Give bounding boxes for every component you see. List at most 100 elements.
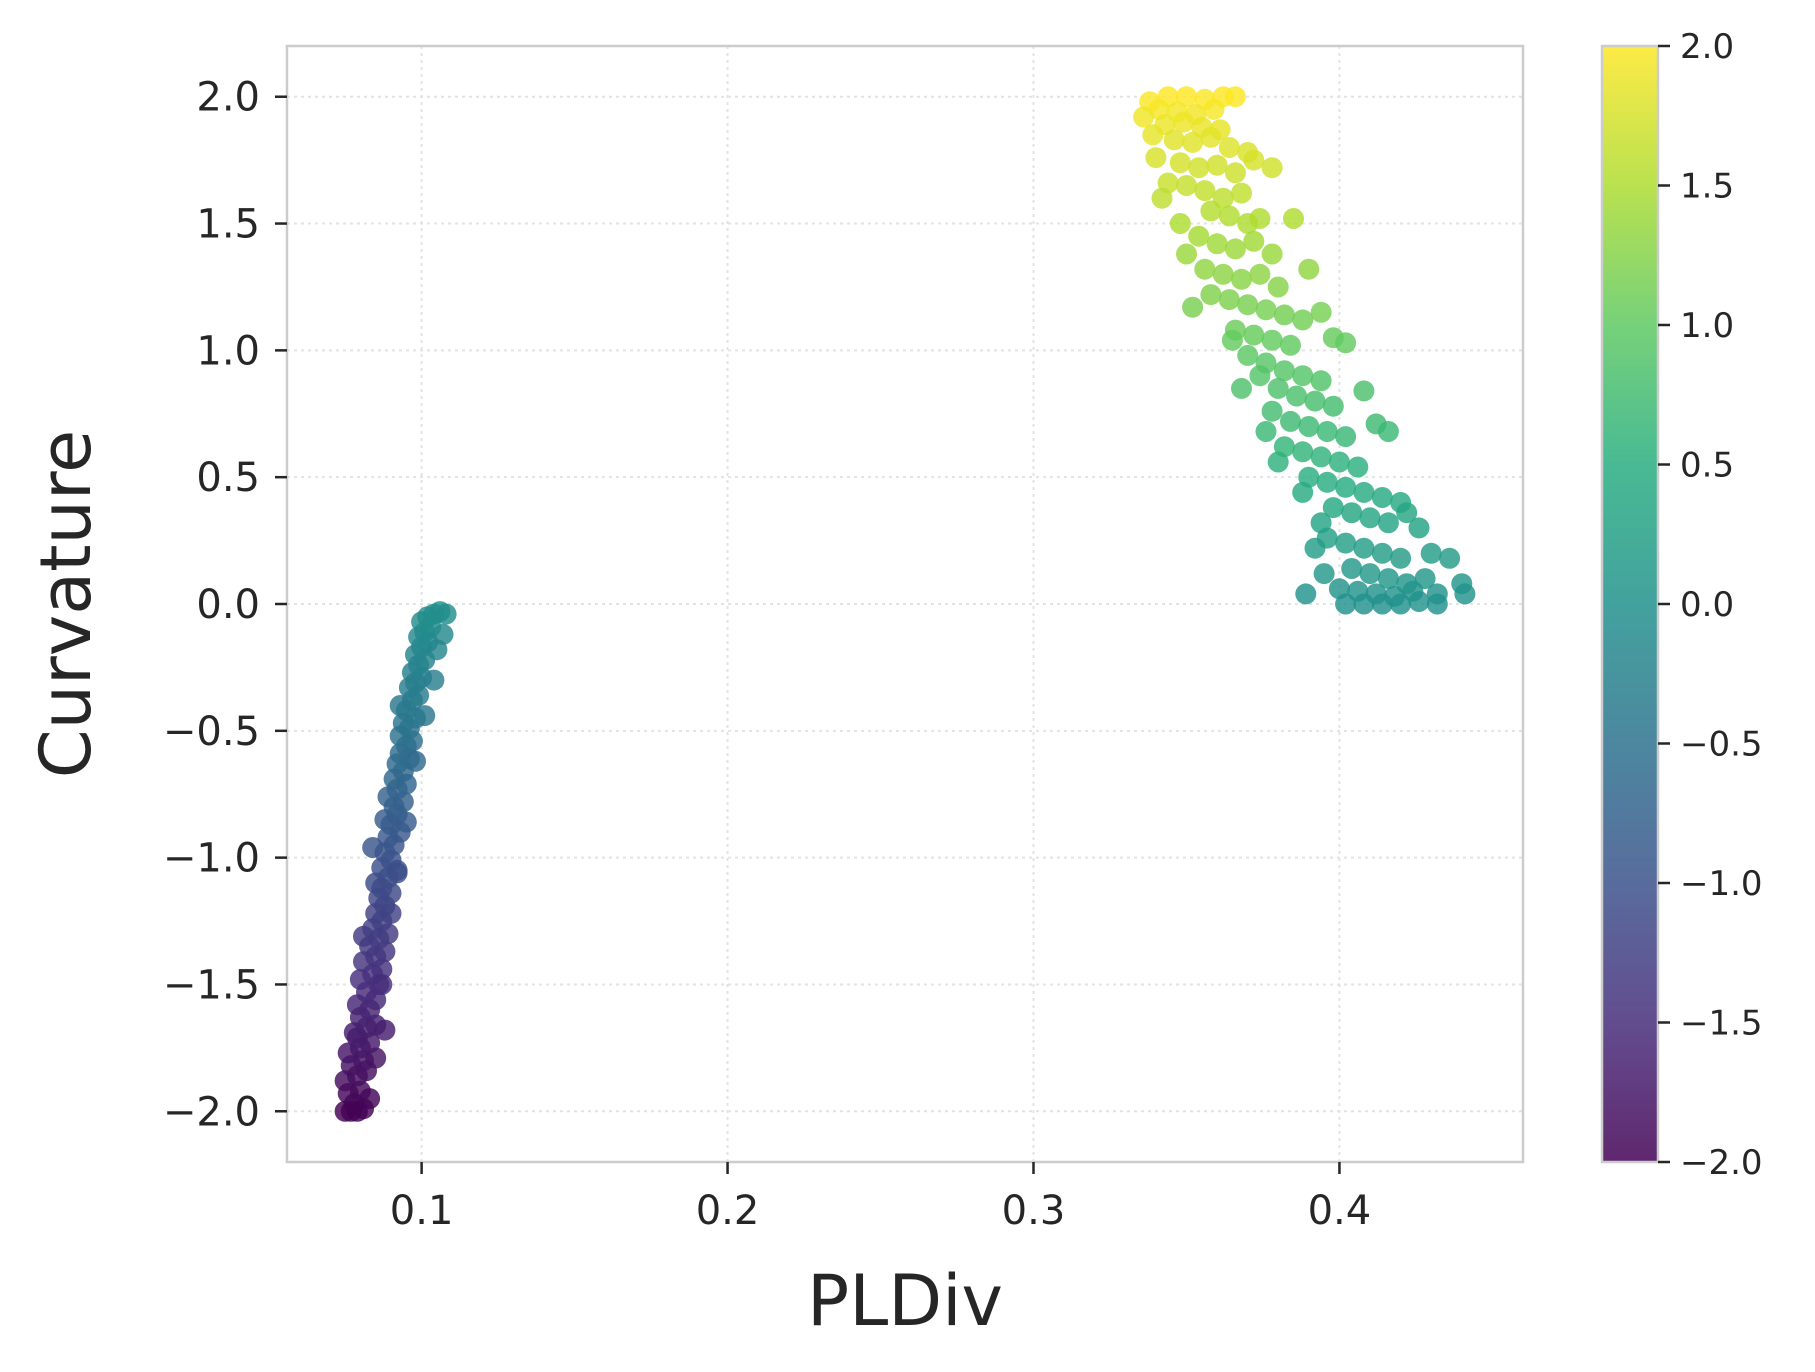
scatter-point <box>1231 268 1252 290</box>
scatter-point <box>1249 263 1271 285</box>
scatter-point <box>1396 502 1418 524</box>
scatter-point <box>1188 225 1210 247</box>
scatter-point <box>1212 263 1234 285</box>
scatter-point <box>1206 154 1228 176</box>
scatter-points <box>334 86 1476 1122</box>
scatter-point <box>1377 512 1399 534</box>
scatter-point <box>1237 294 1259 316</box>
scatter-point <box>1163 129 1185 151</box>
scatter-point <box>1322 497 1344 519</box>
x-axis-ticks: 0.1 0.2 0.3 0.4 <box>390 1162 1371 1234</box>
scatter-point <box>1328 451 1350 473</box>
scatter-point <box>1335 332 1357 354</box>
y-tick-label: 1.5 <box>196 202 260 248</box>
scatter-point <box>1261 157 1283 179</box>
scatter-point <box>1273 304 1295 326</box>
x-tick-label: 0.2 <box>696 1188 760 1234</box>
scatter-point <box>1176 175 1197 196</box>
scatter-point <box>1283 208 1304 229</box>
scatter-point <box>414 705 436 727</box>
y-tick-label: −1.0 <box>163 836 260 882</box>
scatter-point <box>1420 542 1442 564</box>
scatter-point <box>1322 395 1344 417</box>
scatter-point <box>1243 324 1265 346</box>
scatter-point <box>374 1019 396 1041</box>
scatter-point <box>1316 471 1338 493</box>
scatter-point <box>1176 86 1197 108</box>
scatter-point <box>1313 563 1335 585</box>
scatter-point <box>1172 111 1194 133</box>
x-axis-title: PLDiv <box>807 1260 1003 1342</box>
scatter-point <box>1292 441 1314 463</box>
scatter-point <box>1182 131 1204 153</box>
scatter-point <box>1142 124 1164 146</box>
scatter-point <box>1335 532 1357 554</box>
scatter-point <box>1454 583 1476 605</box>
scatter-point <box>1310 370 1332 392</box>
colorbar-tick-label: 2.0 <box>1680 27 1734 67</box>
y-tick-label: 0.0 <box>196 582 260 628</box>
scatter-point <box>435 603 457 625</box>
scatter-point <box>1255 421 1277 442</box>
scatter-point <box>371 974 393 995</box>
scatter-point <box>1408 517 1430 539</box>
scatter-point <box>1224 86 1246 108</box>
scatter-point <box>1371 593 1393 615</box>
scatter-point <box>1341 502 1363 524</box>
y-tick-label: 2.0 <box>196 75 260 121</box>
scatter-point <box>1371 487 1393 508</box>
scatter-point <box>395 811 417 833</box>
colorbar-tick-label: −1.0 <box>1680 864 1763 904</box>
scatter-point <box>1231 377 1252 399</box>
scatter-point <box>1353 537 1375 559</box>
scatter-point <box>1298 258 1320 280</box>
x-tick-label: 0.3 <box>1002 1188 1066 1234</box>
scatter-point <box>1206 233 1228 255</box>
colorbar-tick-label: −0.5 <box>1680 725 1763 765</box>
scatter-point <box>1267 377 1289 399</box>
scatter-point <box>405 750 426 772</box>
scatter-point <box>1261 329 1283 351</box>
y-tick-label: 1.0 <box>196 328 260 374</box>
scatter-point <box>380 902 402 924</box>
scatter-point <box>1292 309 1314 331</box>
scatter-point <box>1218 205 1240 227</box>
scatter-point <box>1335 426 1357 448</box>
x-tick-label: 0.4 <box>1308 1188 1372 1234</box>
scatter-point <box>1231 182 1252 204</box>
scatter-point <box>1261 400 1283 422</box>
scatter-point <box>1359 507 1381 529</box>
scatter-point <box>1353 380 1375 402</box>
grid-lines <box>287 46 1523 1162</box>
scatter-point <box>1347 456 1369 478</box>
scatter-point <box>1267 276 1289 298</box>
scatter-point <box>1182 296 1204 318</box>
scatter-point <box>1280 410 1301 432</box>
scatter-point <box>1298 416 1320 437</box>
scatter-point <box>1203 98 1225 120</box>
scatter-point <box>1224 162 1246 184</box>
scatter-point <box>1255 299 1277 321</box>
scatter-point <box>1341 558 1363 579</box>
scatter-point <box>1280 334 1301 356</box>
scatter-point <box>1353 481 1375 503</box>
scatter-point <box>1377 568 1399 590</box>
colorbar-tick-label: −2.0 <box>1680 1143 1763 1183</box>
colorbar-gradient <box>1602 46 1658 1162</box>
scatter-point <box>1273 360 1295 382</box>
scatter-point <box>1439 547 1461 569</box>
colorbar: 2.0 1.5 1.0 0.5 0.0 −0.5 −1.0 −1.5 −2.0 <box>1600 27 1763 1183</box>
scatter-point <box>1133 106 1155 128</box>
scatter-point <box>1390 593 1412 615</box>
scatter-point <box>362 837 384 858</box>
scatter-point <box>1194 258 1216 280</box>
scatter-point <box>1304 537 1326 559</box>
colorbar-tick-label: −1.5 <box>1680 1004 1763 1044</box>
scatter-point <box>1151 187 1173 209</box>
scatter-point <box>1353 593 1375 615</box>
scatter-point <box>1243 230 1265 252</box>
scatter-point <box>1310 301 1332 323</box>
scatter-point <box>1200 200 1222 222</box>
scatter-point <box>1176 243 1197 265</box>
y-axis-ticks: 2.0 1.5 1.0 0.5 0.0 −0.5 −1.0 −1.5 −2.0 <box>163 75 287 1135</box>
